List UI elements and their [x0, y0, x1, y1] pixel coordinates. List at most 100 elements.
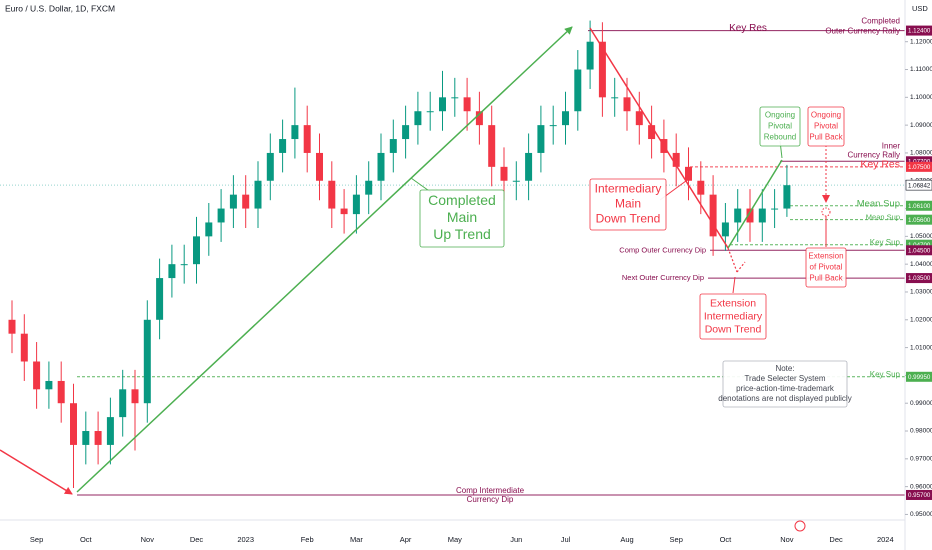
x-tick-label: Mar — [350, 535, 363, 544]
level-text: Key Sup — [870, 370, 901, 379]
annotation-text: Pull Back — [809, 274, 843, 283]
level-text: Comp Intermediate — [456, 486, 525, 495]
price-tag-label: 1.06100 — [908, 203, 931, 210]
down-trend-line — [589, 27, 729, 249]
level-text: Mean Sup — [866, 213, 900, 222]
level-text: Comp Outer Currency Dip — [619, 245, 706, 254]
y-tick-label: 1.10000 — [910, 94, 932, 101]
candle-body — [549, 125, 557, 127]
candle-body — [365, 180, 373, 195]
annotation-text: Main — [615, 197, 641, 211]
price-tag — [906, 161, 932, 172]
x-tick-label: Oct — [720, 535, 733, 544]
candle-body — [500, 166, 508, 181]
annotation-text: Main — [447, 209, 477, 225]
candle-body — [475, 111, 483, 126]
annotation-text: Rebound — [764, 133, 796, 142]
candle-body — [426, 111, 434, 113]
price-tag — [906, 214, 932, 225]
price-tags: 1.124001.077001.075001.068421.061001.056… — [905, 25, 932, 500]
x-tick-label: Aug — [620, 535, 633, 544]
currency-label: USD — [912, 4, 928, 13]
candle-body — [758, 208, 766, 223]
level-text: Next Outer Currency Dip — [622, 273, 704, 282]
price-tag — [905, 179, 932, 191]
annotation-text: Ongoing — [811, 111, 841, 120]
candle-body — [611, 97, 619, 99]
candle-body — [402, 125, 410, 140]
candle-body — [635, 111, 643, 126]
candle-body — [229, 194, 237, 209]
annotation-box — [419, 189, 505, 248]
annotation-text: Trade Selecter System — [744, 374, 825, 383]
candle-body — [168, 264, 176, 279]
candle-body — [303, 125, 311, 153]
candle-body — [709, 194, 717, 237]
x-tick-label: Oct — [80, 535, 93, 544]
candle-body — [648, 125, 656, 140]
candle-body — [598, 41, 606, 98]
price-tag — [906, 273, 932, 284]
y-tick-label: 0.98000 — [910, 428, 932, 435]
candle-body — [193, 236, 200, 265]
annotation-box — [807, 106, 845, 147]
price-tag-label: 1.06842 — [908, 182, 931, 189]
price-tag-label: 1.03500 — [908, 275, 931, 282]
candle-body — [316, 152, 323, 181]
y-tick-label: 0.96000 — [910, 483, 932, 490]
x-tick-label: Jul — [561, 535, 571, 544]
price-tag-label: 1.04500 — [908, 247, 931, 254]
x-tick-label: Feb — [301, 535, 314, 544]
candle-body — [623, 97, 631, 112]
y-tick-label: 1.04000 — [910, 261, 932, 268]
candle-body — [340, 208, 348, 215]
candle-body — [783, 185, 791, 209]
annotation-text: Intermediary — [595, 182, 662, 196]
candle-body — [70, 403, 77, 445]
level-text: Mean Sup — [857, 198, 900, 209]
candles — [8, 20, 791, 489]
x-tick-label: Sep — [30, 535, 43, 544]
level-caption: Completed — [861, 17, 900, 26]
level-text: Currency Rally — [848, 150, 900, 159]
annotation-text: Extension — [710, 297, 756, 309]
price-tag — [906, 371, 932, 382]
candle-body — [205, 222, 213, 237]
candle-body — [119, 389, 127, 418]
extension-line — [727, 247, 738, 273]
annotation-text: Pull Back — [809, 133, 843, 142]
y-tick-label: 1.11000 — [910, 66, 932, 73]
price-tag — [906, 245, 932, 256]
x-tick-label: May — [448, 535, 462, 544]
candle-body — [106, 417, 114, 445]
candle-body — [131, 389, 139, 404]
candle-body — [414, 111, 422, 126]
candle-body — [33, 361, 41, 390]
level-text: Currency Dip — [467, 495, 514, 504]
annotation-text: Completed — [428, 192, 496, 208]
candle-body — [254, 180, 262, 209]
price-tag — [906, 200, 932, 211]
candle-body — [721, 222, 729, 237]
annotation-text: Note: — [775, 364, 794, 373]
candle-body — [672, 152, 680, 167]
price-tag — [906, 25, 932, 36]
candle-body — [586, 41, 594, 70]
price-tag — [906, 489, 932, 500]
y-tick-label: 0.95000 — [910, 511, 932, 518]
annotation-box — [699, 293, 767, 340]
annotation-box — [805, 247, 847, 288]
candle-body — [8, 319, 16, 334]
candle-body — [734, 208, 742, 223]
price-tag — [906, 156, 932, 167]
candle-body — [352, 194, 360, 215]
candle-body — [377, 152, 385, 181]
y-tick-label: 1.08000 — [910, 150, 932, 157]
candle-body — [451, 97, 459, 99]
y-tick-label: 1.03000 — [910, 289, 932, 296]
y-tick-label: 1.01000 — [910, 344, 932, 351]
candle-body — [20, 333, 28, 362]
callout-line — [732, 276, 736, 294]
candle-body — [574, 69, 582, 112]
